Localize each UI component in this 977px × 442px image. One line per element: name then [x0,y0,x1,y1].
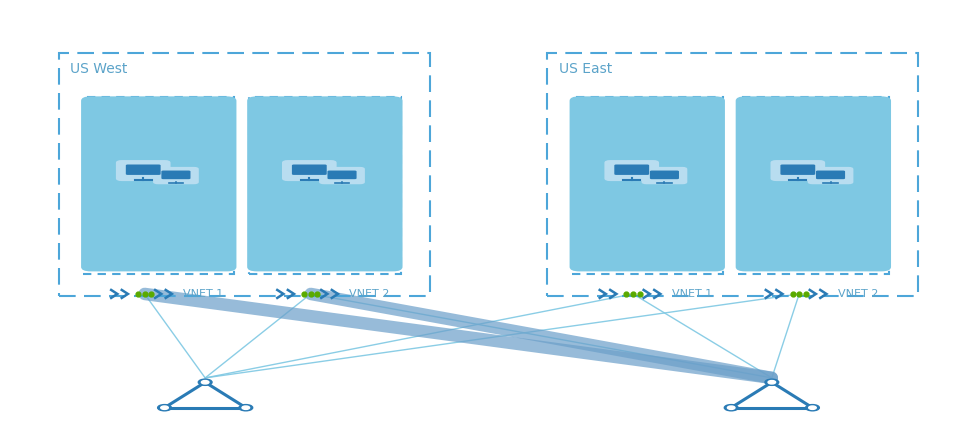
FancyBboxPatch shape [570,96,725,271]
FancyBboxPatch shape [282,160,337,181]
FancyBboxPatch shape [126,164,160,175]
FancyBboxPatch shape [781,164,815,175]
Circle shape [239,404,253,411]
Circle shape [198,379,212,385]
FancyBboxPatch shape [736,96,891,271]
Circle shape [161,406,168,409]
FancyBboxPatch shape [161,171,191,179]
FancyBboxPatch shape [808,167,853,184]
Text: VNET 2: VNET 2 [350,290,390,300]
Bar [738,97,889,274]
Circle shape [724,404,738,411]
FancyBboxPatch shape [605,160,659,181]
FancyBboxPatch shape [650,171,679,179]
FancyBboxPatch shape [615,164,649,175]
FancyBboxPatch shape [116,160,171,181]
Text: VNET 2: VNET 2 [838,290,878,300]
Text: VNET 1: VNET 1 [672,290,712,300]
Circle shape [806,404,820,411]
Circle shape [809,406,816,409]
Bar [83,97,234,274]
FancyBboxPatch shape [642,167,687,184]
Circle shape [768,381,776,384]
Text: US West: US West [70,62,128,76]
Bar [547,53,918,296]
Circle shape [201,381,209,384]
FancyBboxPatch shape [292,164,326,175]
FancyBboxPatch shape [327,171,357,179]
FancyBboxPatch shape [816,171,845,179]
Text: US East: US East [559,62,613,76]
Bar [59,53,430,296]
Circle shape [765,379,779,385]
FancyBboxPatch shape [153,167,198,184]
FancyBboxPatch shape [81,96,236,271]
Circle shape [242,406,249,409]
Circle shape [728,406,735,409]
FancyBboxPatch shape [319,167,364,184]
Bar [249,97,401,274]
FancyBboxPatch shape [247,96,403,271]
Text: VNET 1: VNET 1 [184,290,224,300]
FancyBboxPatch shape [771,160,826,181]
Circle shape [157,404,171,411]
Bar [572,97,723,274]
